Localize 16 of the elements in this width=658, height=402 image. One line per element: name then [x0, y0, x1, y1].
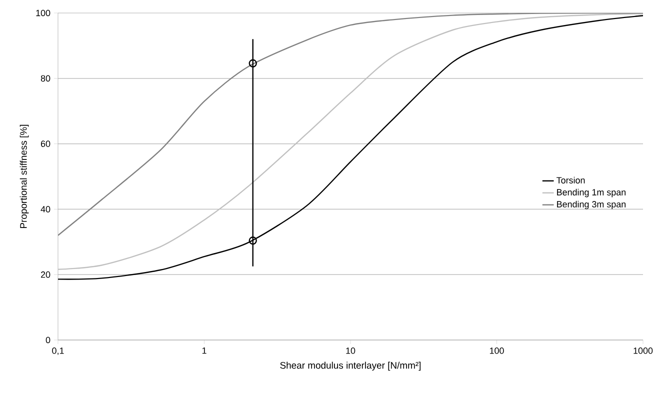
y-tick-label: 20	[40, 271, 50, 278]
y-tick-label: 40	[40, 206, 50, 212]
x-tick-label: 1000	[634, 348, 653, 354]
x-tick-label: 0,1	[52, 348, 64, 355]
x-tick-label: 100	[490, 348, 504, 354]
y-tick-label: 60	[40, 140, 50, 147]
x-tick-label: 10	[346, 348, 356, 354]
legend-label: Torsion	[556, 176, 585, 184]
y-tick-label: 0	[46, 336, 50, 344]
y-tick-label: 100	[36, 10, 50, 16]
x-tick-label: 1	[202, 348, 206, 354]
x-axis-title: Shear modulus interlayer [N/mm²]	[280, 362, 421, 371]
legend-label: Bending 3m span	[557, 200, 626, 210]
y-tick-label: 80	[40, 75, 50, 82]
legend-label: Bending 1m span	[557, 188, 626, 198]
y-axis-title: Proportional stiffness [%]	[20, 124, 29, 228]
